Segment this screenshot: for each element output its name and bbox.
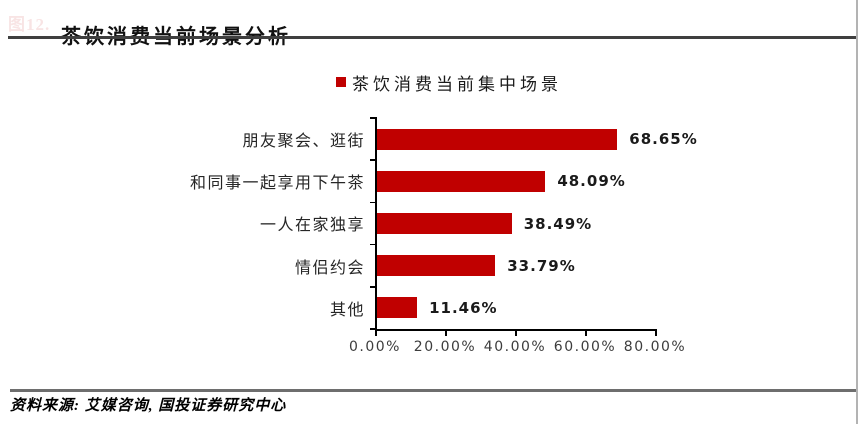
y-axis-tick — [370, 117, 377, 119]
bar-value-label: 33.79% — [507, 256, 576, 275]
x-axis-tick — [445, 329, 447, 336]
category-label: 其他 — [329, 301, 365, 319]
x-axis-tick — [655, 329, 657, 336]
bar — [377, 128, 618, 150]
page-title: 茶饮消费当前场景分析 — [61, 26, 291, 49]
category-axis-labels: 朋友聚会、逛街和同事一起享用下午茶一人在家独享情侣约会其他 — [0, 118, 365, 329]
category-label: 和同事一起享用下午茶 — [189, 175, 365, 193]
figure-number: 图12. — [8, 15, 51, 34]
category-label: 朋友聚会、逛街 — [242, 133, 365, 151]
bar-value-label: 48.09% — [557, 172, 626, 191]
y-axis-tick — [370, 201, 377, 204]
y-axis-tick — [370, 328, 377, 330]
bar — [377, 213, 512, 234]
column-border — [856, 0, 858, 424]
y-axis-tick — [370, 286, 377, 288]
x-axis-tick-label: 80.00% — [623, 339, 687, 355]
x-axis-tick — [515, 329, 517, 336]
x-axis-tick-label: 0.00% — [349, 339, 401, 355]
category-label: 一人在家独享 — [259, 217, 365, 235]
plot-area: 68.65% 48.09% 38.49% 33.79% 11.46% — [370, 117, 697, 330]
category-label: 情侣约会 — [294, 259, 365, 277]
x-axis-tick — [585, 329, 587, 336]
title-divider — [8, 36, 857, 39]
chart-legend: 茶饮消费当前集中场景 — [336, 72, 562, 94]
x-axis-tick-label: 60.00% — [553, 339, 617, 355]
bar-value-label: 68.65% — [629, 130, 698, 149]
x-axis-tick-label: 20.00% — [413, 339, 477, 355]
bar — [377, 297, 418, 319]
source-note: 资料来源: 艾媒咨询, 国投证券研究中心 — [10, 398, 287, 414]
footer-divider — [10, 389, 857, 392]
x-axis-tick — [375, 329, 377, 336]
bar-value-label: 11.46% — [429, 298, 498, 317]
legend-label: 茶饮消费当前集中场景 — [352, 74, 562, 94]
bar — [377, 170, 546, 192]
x-axis-tick-label: 40.00% — [483, 339, 547, 355]
y-axis-tick — [370, 243, 377, 246]
y-axis-tick — [370, 159, 377, 161]
legend-swatch-icon — [336, 77, 346, 87]
bar — [377, 255, 496, 277]
bar-value-label: 38.49% — [523, 214, 593, 233]
